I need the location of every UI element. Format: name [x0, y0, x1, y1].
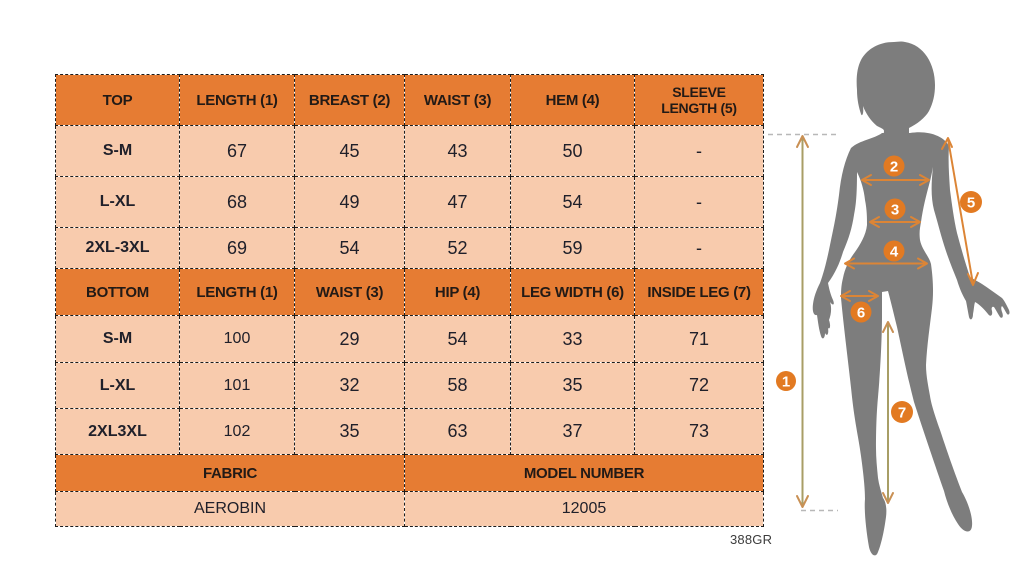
svg-text:2: 2 — [890, 159, 898, 176]
svg-text:3: 3 — [891, 202, 899, 219]
svg-text:4: 4 — [890, 244, 899, 261]
svg-text:1: 1 — [782, 374, 790, 391]
svg-text:5: 5 — [967, 195, 975, 212]
svg-text:7: 7 — [898, 405, 906, 422]
svg-text:6: 6 — [857, 305, 865, 322]
